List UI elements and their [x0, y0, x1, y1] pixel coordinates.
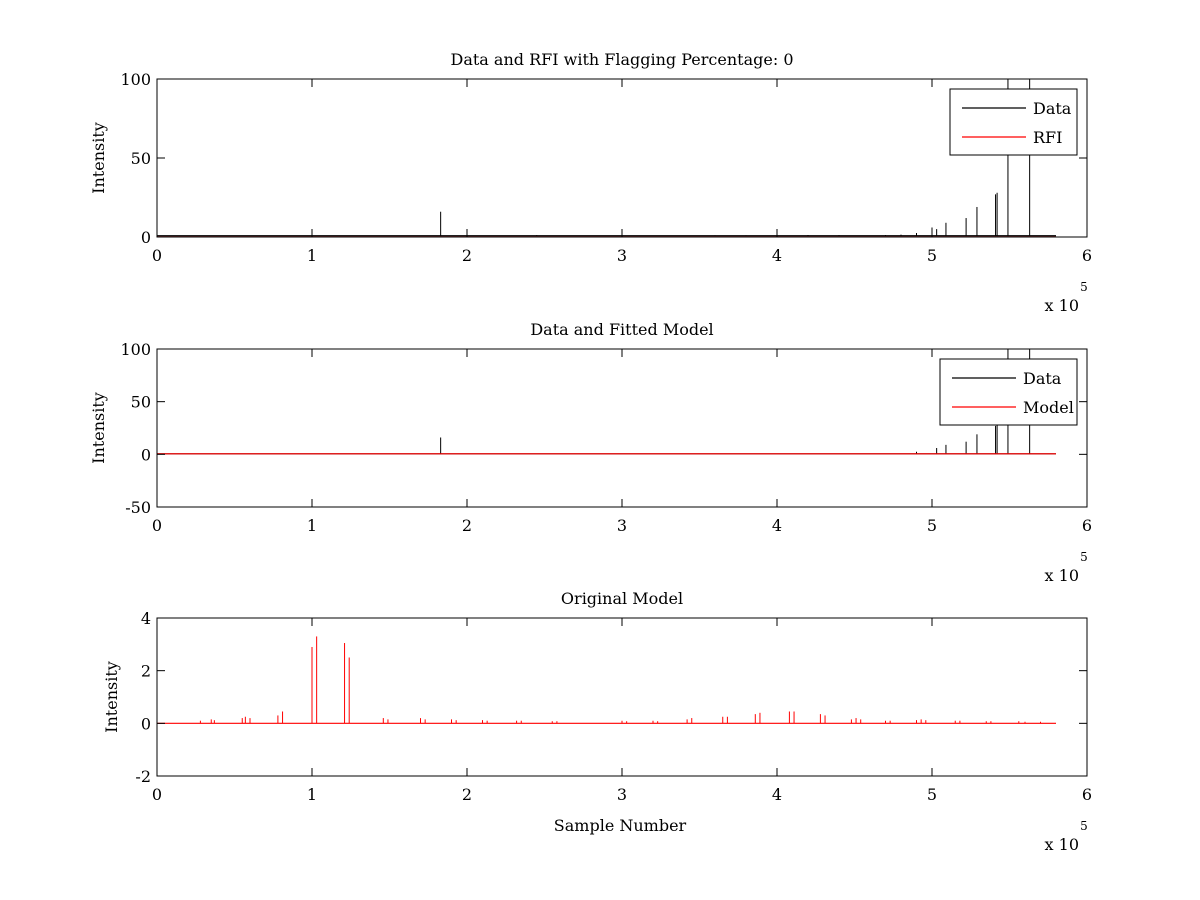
legend-box	[939, 358, 1078, 426]
x-multiplier-base: x 10	[1045, 566, 1079, 585]
x-tick-label: 4	[772, 785, 782, 804]
x-multiplier-base: x 10	[1045, 835, 1079, 854]
x-tick-label: 4	[772, 246, 782, 265]
legend-label: RFI	[1033, 128, 1062, 147]
y-tick-label: 4	[141, 609, 151, 628]
chart-title: Original Model	[561, 589, 683, 608]
legend: Data Model	[939, 358, 1078, 426]
subplot-1: Data and RFI with Flagging Percentage: 0…	[89, 50, 1092, 315]
x-axis-label: Sample Number	[554, 816, 687, 835]
y-axis-label: Intensity	[102, 661, 121, 733]
x-multiplier-exponent: 5	[1080, 550, 1088, 564]
x-multiplier-base: x 10	[1045, 296, 1079, 315]
axes-box	[156, 78, 1088, 238]
y-tick-label: 100	[120, 70, 151, 89]
x-tick-label: 5	[927, 785, 937, 804]
x-tick-label: 6	[1082, 246, 1092, 265]
legend: Data RFI	[949, 88, 1078, 156]
legend-box	[949, 88, 1078, 156]
x-tick-label: 4	[772, 516, 782, 535]
y-tick-label: -2	[135, 767, 151, 786]
y-tick-label: 50	[131, 149, 151, 168]
legend-label: Data	[1023, 369, 1062, 388]
x-tick-label: 3	[617, 785, 627, 804]
y-tick-label: -50	[125, 498, 151, 517]
x-tick-label: 2	[462, 785, 472, 804]
legend-label: Data	[1033, 99, 1072, 118]
x-tick-label: 5	[927, 246, 937, 265]
x-tick-label: 1	[307, 246, 317, 265]
x-tick-label: 0	[152, 246, 162, 265]
x-tick-label: 2	[462, 246, 472, 265]
plot-area	[157, 349, 1056, 455]
y-tick-label: 0	[141, 445, 151, 464]
plot-area	[157, 636, 1056, 724]
x-tick-label: 1	[307, 785, 317, 804]
x-tick-label: 1	[307, 516, 317, 535]
y-tick-label: 2	[141, 662, 151, 681]
x-tick-label: 0	[152, 785, 162, 804]
y-tick-label: 50	[131, 393, 151, 412]
y-axis-label: Intensity	[89, 122, 108, 194]
x-tick-label: 5	[927, 516, 937, 535]
y-axis-label: Intensity	[89, 392, 108, 464]
axes-box	[156, 617, 1088, 777]
x-tick-label: 3	[617, 246, 627, 265]
x-multiplier-exponent: 5	[1080, 819, 1088, 833]
x-tick-label: 6	[1082, 516, 1092, 535]
x-tick-label: 0	[152, 516, 162, 535]
chart-title: Data and RFI with Flagging Percentage: 0	[450, 50, 793, 69]
chart-title: Data and Fitted Model	[530, 320, 713, 339]
x-tick-label: 6	[1082, 785, 1092, 804]
x-tick-label: 2	[462, 516, 472, 535]
y-tick-label: 100	[120, 340, 151, 359]
x-multiplier-exponent: 5	[1080, 280, 1088, 294]
legend-label: Model	[1023, 398, 1074, 417]
y-tick-label: 0	[141, 228, 151, 247]
y-tick-label: 0	[141, 714, 151, 733]
plot-area	[157, 79, 1056, 237]
x-tick-label: 3	[617, 516, 627, 535]
